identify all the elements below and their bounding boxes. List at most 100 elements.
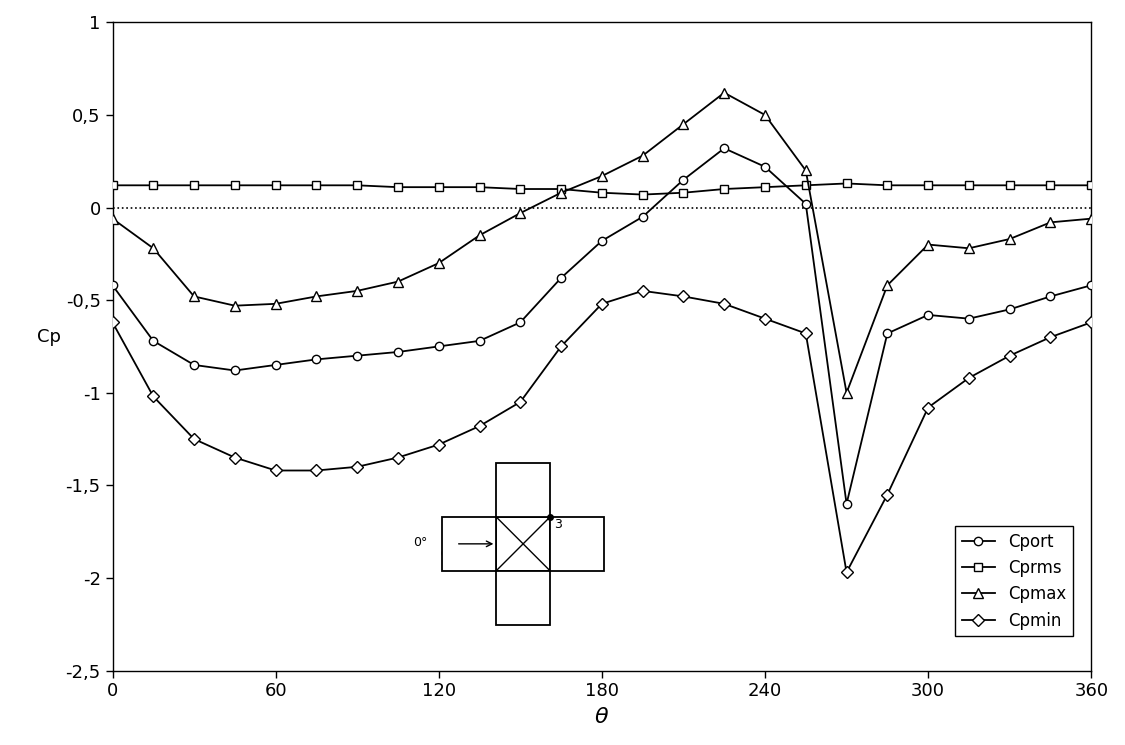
Cport xyxy=(555,273,568,282)
Cpmax xyxy=(839,388,854,397)
Cpmin xyxy=(595,299,609,308)
Cprms xyxy=(432,183,446,191)
Cpmax xyxy=(472,231,486,240)
Cpmin xyxy=(309,466,323,475)
Cprms xyxy=(758,183,772,191)
Legend: Cport, Cprms, Cpmax, Cpmin: Cport, Cprms, Cpmax, Cpmin xyxy=(955,526,1073,636)
Cpmin xyxy=(555,342,568,351)
Cport xyxy=(758,162,772,171)
Cpmax xyxy=(758,110,772,119)
Cport xyxy=(228,366,242,375)
Cpmin xyxy=(513,398,526,407)
Cpmin xyxy=(839,568,854,577)
Cpmax xyxy=(392,277,405,286)
Cport xyxy=(799,200,812,209)
Cprms xyxy=(1084,181,1098,190)
Cpmax xyxy=(269,299,282,308)
Cport xyxy=(1044,292,1058,301)
Cprms xyxy=(106,181,119,190)
Cprms xyxy=(513,185,526,194)
Cpmax xyxy=(718,88,731,97)
Cpmax xyxy=(921,240,935,249)
Cpmin xyxy=(1044,333,1058,342)
Cpmin xyxy=(432,440,446,449)
Cport xyxy=(472,337,486,346)
Cprms xyxy=(309,181,323,190)
Cprms xyxy=(636,190,649,199)
Bar xyxy=(496,571,550,624)
Cport xyxy=(269,361,282,370)
Cprms xyxy=(187,181,201,190)
Cpmax xyxy=(146,244,160,253)
Cprms xyxy=(799,181,812,190)
Cprms xyxy=(1004,181,1017,190)
Cport xyxy=(106,281,119,290)
Cprms xyxy=(555,185,568,194)
Cpmax xyxy=(513,209,526,218)
Cpmin xyxy=(718,299,731,308)
Cprms xyxy=(1044,181,1058,190)
Cpmin xyxy=(1084,318,1098,327)
Cprms xyxy=(595,188,609,197)
Cport xyxy=(1004,305,1017,314)
Line: Cprms: Cprms xyxy=(108,180,1096,199)
Text: $\theta$: $\theta$ xyxy=(440,545,450,560)
Line: Cpmax: Cpmax xyxy=(108,88,1096,398)
Cport xyxy=(962,314,975,323)
Cpmax xyxy=(962,244,975,253)
Cpmin xyxy=(799,329,812,338)
Cpmin xyxy=(269,466,282,475)
Cpmin xyxy=(1004,351,1017,360)
Cpmax xyxy=(881,281,894,290)
Cpmin xyxy=(962,373,975,382)
Cport xyxy=(392,347,405,356)
Cpmax xyxy=(309,292,323,301)
Cport xyxy=(146,337,160,346)
Text: 0°: 0° xyxy=(413,536,428,549)
Cpmin xyxy=(472,422,486,431)
Cport xyxy=(839,499,854,508)
Cport xyxy=(921,311,935,320)
Line: Cpmin: Cpmin xyxy=(108,287,1096,577)
Cpmax xyxy=(187,292,201,301)
Cport xyxy=(881,329,894,338)
Cprms xyxy=(269,181,282,190)
Cpmax xyxy=(677,120,691,129)
Cprms xyxy=(228,181,242,190)
Cprms xyxy=(472,183,486,191)
Cpmin xyxy=(392,453,405,462)
Cprms xyxy=(392,183,405,191)
Cpmin xyxy=(187,434,201,443)
Bar xyxy=(496,463,550,517)
Cprms xyxy=(839,179,854,188)
Cprms xyxy=(146,181,160,190)
Cpmin xyxy=(677,292,691,301)
Cport xyxy=(187,361,201,370)
Bar xyxy=(550,517,604,571)
Text: 3: 3 xyxy=(555,518,562,531)
Cpmin xyxy=(146,392,160,401)
Cport xyxy=(351,351,364,360)
Cport xyxy=(718,144,731,153)
Cpmax xyxy=(351,286,364,295)
Cpmax xyxy=(1084,214,1098,223)
Cprms xyxy=(881,181,894,190)
Cport xyxy=(432,342,446,351)
Cprms xyxy=(921,181,935,190)
Cpmax xyxy=(595,171,609,180)
Cpmin xyxy=(881,490,894,499)
Cport xyxy=(595,236,609,245)
Cpmin xyxy=(106,318,119,327)
Cpmin xyxy=(636,286,649,295)
Cport xyxy=(677,175,691,184)
Line: Cport: Cport xyxy=(108,144,1096,508)
Cpmin xyxy=(228,453,242,462)
Cprms xyxy=(351,181,364,190)
Cport xyxy=(636,212,649,221)
Cpmax xyxy=(555,188,568,197)
Bar xyxy=(442,517,496,571)
Cprms xyxy=(718,185,731,194)
Cport xyxy=(309,355,323,364)
Y-axis label: Cp: Cp xyxy=(37,329,61,346)
Cpmax xyxy=(799,166,812,175)
